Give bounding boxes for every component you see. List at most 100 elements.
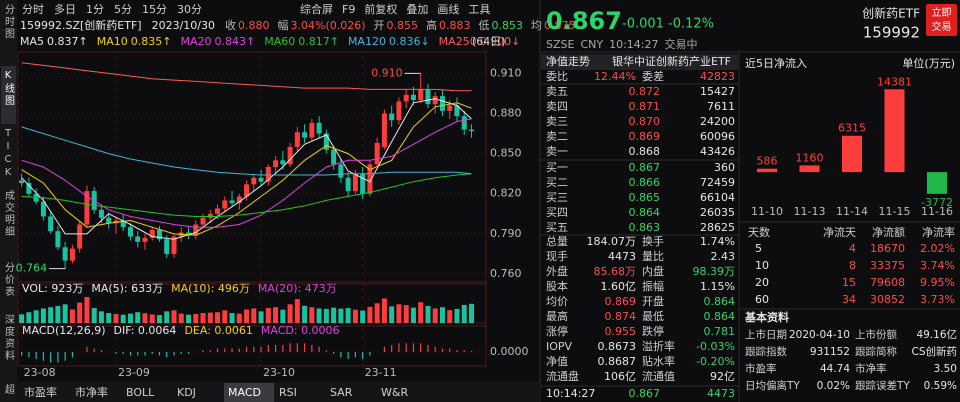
volume-bar: [265, 308, 271, 323]
side-tab[interactable]: 分时图: [3, 4, 15, 40]
stat-value: 184.07万: [587, 235, 637, 248]
field-label: 开: [374, 19, 385, 32]
indicator-tab[interactable]: 市盈率: [24, 385, 57, 399]
profile-label: 市盈率: [745, 362, 777, 375]
stat-value: 0.8673: [598, 340, 637, 353]
profile-label: 上市份额: [855, 328, 897, 341]
stat-label: 最高: [546, 309, 568, 323]
volume-bar: [251, 308, 257, 323]
volume-bar: [178, 313, 184, 323]
candle-body: [439, 96, 445, 111]
book-label: 卖五: [546, 85, 568, 98]
candle-body: [186, 232, 192, 236]
candle-body: [265, 167, 271, 182]
candle-body: [345, 177, 351, 192]
indicator-tab[interactable]: RSI: [279, 386, 297, 399]
book-volume: 15427: [700, 85, 735, 98]
fund-name: 银华中证创新药产业ETF: [612, 54, 731, 68]
side-tab[interactable]: 深度资料: [3, 314, 15, 362]
candle-body: [309, 122, 315, 138]
volume-bar: [432, 308, 438, 323]
candle-body: [251, 177, 257, 185]
book-price: 0.865: [629, 191, 661, 204]
legend-item: MA(5): 633万: [91, 282, 163, 295]
volume-bar: [40, 308, 46, 323]
candle-body: [19, 180, 25, 184]
book-volume: 60096: [700, 130, 735, 143]
stat-value: -0.20%: [696, 355, 735, 368]
candle-body: [207, 213, 213, 218]
y-tick-label: 0.790: [490, 227, 522, 240]
stat-value: 12.44%: [594, 70, 636, 83]
volume-bar: [19, 314, 25, 323]
stat-label: 流通值: [642, 369, 675, 383]
date: 2023/10/30: [152, 19, 215, 32]
profile-value: CS创新药: [912, 345, 958, 358]
volume-bar: [120, 314, 126, 323]
y-tick-label: 0.820: [490, 187, 522, 200]
volume-bar: [62, 304, 68, 323]
stat-label: 委比: [546, 70, 568, 83]
volume-bar: [200, 313, 206, 323]
table-cell: 10: [755, 259, 769, 272]
candle-body: [164, 239, 170, 254]
flow-bar: [757, 168, 777, 173]
indicator-tab[interactable]: BOLL: [126, 386, 155, 399]
volume-bar: [127, 313, 133, 323]
indicator-tab[interactable]: SAR: [330, 386, 353, 399]
book-price: 0.864: [629, 206, 661, 219]
profile-value: 44.74: [820, 363, 850, 375]
book-label: 买五: [546, 221, 568, 234]
indicator-tab[interactable]: 市净率: [75, 385, 108, 399]
currency: CNY: [580, 38, 603, 51]
x-tick-label: 11-16: [921, 205, 953, 218]
flow-bar: [842, 135, 862, 173]
candle-body: [84, 191, 90, 225]
stat-value: 0.869: [605, 295, 637, 308]
candle-body: [48, 216, 54, 232]
table-cell: 15: [842, 276, 856, 289]
volume-bar: [258, 311, 264, 323]
side-tab[interactable]: K线图: [3, 70, 15, 107]
indicator-tab[interactable]: W&R: [381, 386, 408, 399]
data-label: -3772: [921, 196, 953, 209]
volume-bar: [468, 303, 474, 323]
period-tab: 5分: [114, 3, 132, 16]
profile-label: 上市日期: [745, 328, 787, 341]
candle-body: [454, 105, 460, 117]
button-label[interactable]: 交易: [932, 20, 952, 33]
volume-bar: [287, 304, 293, 323]
change: -0.001: [622, 17, 664, 32]
volume-bar: [186, 314, 192, 323]
stat-value: -0.03%: [696, 340, 735, 353]
trade-price: 0.867: [629, 387, 661, 400]
trade-button[interactable]: [926, 4, 957, 36]
volume-bar: [149, 314, 155, 323]
side-tab[interactable]: 成交明细: [3, 190, 15, 238]
book-volume: 7611: [707, 100, 735, 113]
trade-volume: 4473: [707, 387, 735, 400]
indicator-tab[interactable]: KDJ: [177, 386, 196, 399]
candle-body: [98, 209, 104, 218]
flow-bar: [927, 172, 947, 194]
side-tab[interactable]: TICK: [3, 128, 14, 180]
side-tab[interactable]: 超: [3, 383, 15, 396]
active-side-tab: [1, 66, 16, 124]
x-tick-label: 23-11: [365, 366, 397, 379]
side-tab[interactable]: 分价表: [3, 262, 15, 298]
table-cell: 3.74%: [920, 259, 955, 272]
nav-tab[interactable]: 净值走势: [546, 54, 590, 68]
profile-label: 跟踪指数: [745, 345, 787, 358]
bottom-tab-bar: [17, 382, 540, 402]
tool-button: 前复权: [364, 2, 397, 16]
legend-value: 0.900↓: [480, 35, 521, 48]
y-tick-label: 0.880: [490, 107, 522, 120]
tool-button: 综合屏: [300, 2, 333, 16]
button-label[interactable]: 立即: [932, 6, 952, 19]
book-volume: 26035: [700, 206, 735, 219]
book-label: 买一: [546, 161, 568, 174]
candle-body: [26, 183, 32, 194]
indicator-tab[interactable]: MACD: [228, 386, 261, 399]
volume-bar: [156, 315, 162, 323]
